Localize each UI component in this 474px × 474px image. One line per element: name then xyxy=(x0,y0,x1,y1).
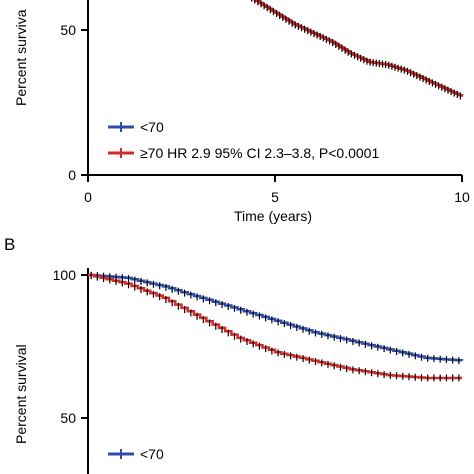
panel-a-xtick-label: 0 xyxy=(84,189,92,205)
panel-b-series-line-under-70 xyxy=(88,273,464,362)
panel-b-letter: B xyxy=(4,235,15,254)
panel-a-ytick-label: 0 xyxy=(68,167,76,183)
panel-a-ytick-label: 50 xyxy=(60,22,76,38)
panel-a-series-line-70-plus xyxy=(251,0,464,97)
legend-label-70-plus: ≥70 HR 2.9 95% CI 2.3–3.8, P<0.0001 xyxy=(140,145,379,161)
panel-a-xtick-label: 10 xyxy=(454,189,470,205)
panel-b-chart: B Percent survival 100 50 <70 xyxy=(4,235,464,474)
legend-label-under-70: <70 xyxy=(140,119,164,135)
panel-a-xlabel: Time (years) xyxy=(234,208,312,224)
panel-b-ylabel: Percent survival xyxy=(13,344,29,444)
panel-a-legend: <70 ≥70 HR 2.9 95% CI 2.3–3.8, P<0.0001 xyxy=(108,119,379,161)
panel-a-chart: Percent surviva Time (years) 0 50 0 5 10 <70… xyxy=(13,0,470,224)
panel-a-xtick-label: 5 xyxy=(271,189,279,205)
panel-b-legend: <70 xyxy=(108,446,164,462)
panel-b-ytick-label: 100 xyxy=(53,267,77,283)
panel-a-ylabel: Percent surviva xyxy=(13,9,29,106)
legend-b-label-under-70: <70 xyxy=(140,446,164,462)
panel-b-ytick-label: 50 xyxy=(60,410,76,426)
panel-b-series-line-70-plus xyxy=(88,273,462,380)
